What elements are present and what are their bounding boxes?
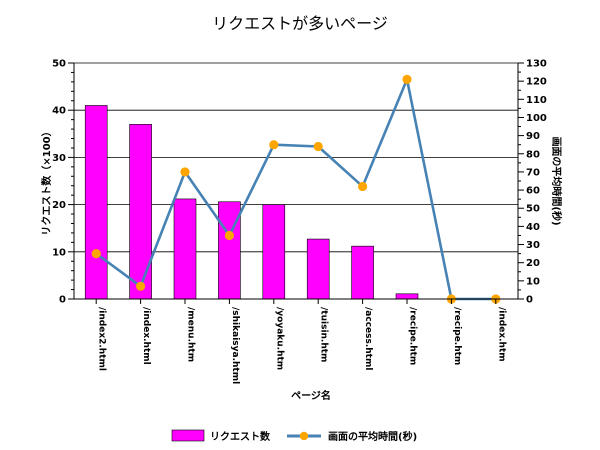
x-tick-label: /recipe.htm xyxy=(452,307,462,365)
line-path xyxy=(95,78,496,301)
y-left-tick-label: 30 xyxy=(52,153,66,164)
bar xyxy=(306,238,330,300)
x-tick-label: /recipe.htm xyxy=(408,307,418,365)
y-right-tick-label: 100 xyxy=(526,113,547,124)
x-tick-label: /shikaisya.html xyxy=(230,307,240,384)
bar xyxy=(262,204,286,300)
line-point xyxy=(269,140,279,150)
y-right-tick-label: 70 xyxy=(526,167,540,178)
bar xyxy=(351,245,374,300)
y-right-tick-label: 60 xyxy=(526,186,540,197)
bar xyxy=(129,124,152,300)
y-right-tick-label: 130 xyxy=(526,59,547,70)
bar xyxy=(84,105,108,300)
y-axis-right-label: 画面の平均時間(秒) xyxy=(550,136,563,225)
line-point xyxy=(224,230,234,241)
y-right-tick-label: 30 xyxy=(526,240,540,251)
y-left-tick-label: 50 xyxy=(52,59,66,70)
y-right-tick-label: 110 xyxy=(526,95,547,106)
x-tick-label: /index2.html xyxy=(97,307,107,371)
line-point xyxy=(402,74,412,84)
y-right-tick-label: 10 xyxy=(526,276,540,287)
y-left-tick-label: 0 xyxy=(59,295,66,306)
y-left-tick-label: 40 xyxy=(52,106,66,117)
bar xyxy=(395,293,419,300)
x-axis-label: ページ名 xyxy=(291,389,331,402)
legend: リクエスト数 画面の平均時間(秒) xyxy=(171,429,417,443)
line-point xyxy=(358,181,368,192)
line-point xyxy=(136,281,146,291)
y-right-tick-label: 20 xyxy=(526,258,540,269)
y-left-tick-label: 10 xyxy=(52,247,66,258)
y-right-tick-label: 40 xyxy=(526,222,540,233)
x-tick-label: /index.html xyxy=(141,307,151,365)
x-tick-label: /tuisin.htm xyxy=(319,307,329,362)
line-point xyxy=(91,249,101,259)
line-point xyxy=(180,167,190,177)
y-right-tick-label: 80 xyxy=(526,149,540,160)
x-tick-label: /access.html xyxy=(363,307,373,370)
y-right-tick-label: 0 xyxy=(526,295,533,306)
bar xyxy=(218,201,241,300)
x-tick-label: /menu.htm xyxy=(186,307,196,362)
axes xyxy=(68,62,524,304)
legend-label-line: 画面の平均時間(秒) xyxy=(328,430,417,443)
line-point xyxy=(313,141,323,152)
tick-labels: 0 10 20 30 40 50 0 10 20 30 40 50 60 70 80 90 100 110 120 1… xyxy=(52,59,547,385)
y-left-tick-label: 20 xyxy=(52,200,66,211)
x-tick-label: /yoyaku.htm xyxy=(274,307,284,370)
y-right-tick-label: 50 xyxy=(526,204,540,215)
y-right-tick-label: 90 xyxy=(526,131,540,142)
legend-swatch-bar xyxy=(171,429,205,442)
legend-swatch-marker xyxy=(299,431,309,441)
y-right-tick-label: 120 xyxy=(526,77,547,88)
legend-label-bar: リクエスト数 xyxy=(210,430,271,443)
bar xyxy=(173,198,197,300)
chart-title: リクエストが多いページ xyxy=(212,14,388,33)
y-axis-left-label: リクエスト数（×100） xyxy=(40,126,53,235)
x-tick-label: /index.htm xyxy=(496,307,506,362)
